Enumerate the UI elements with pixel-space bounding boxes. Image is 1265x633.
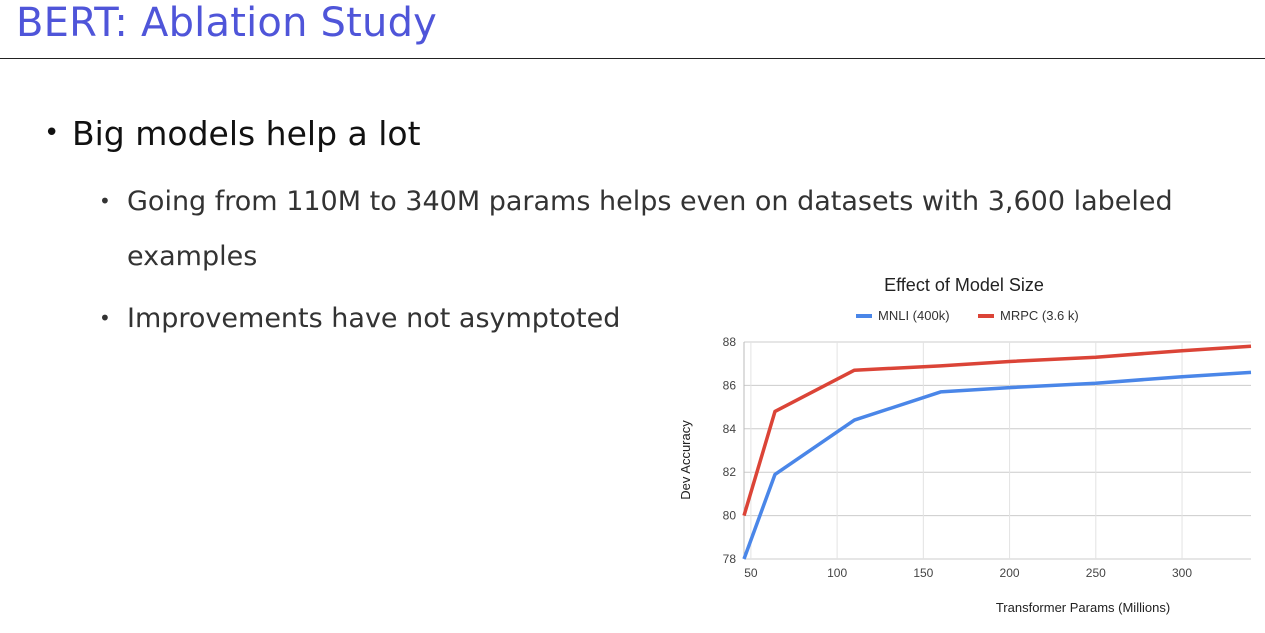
chart-title: Effect of Model Size xyxy=(884,275,1044,295)
slide-title: BERT: Ablation Study xyxy=(16,0,438,46)
sub-bullet-2-text: Improvements have not asymptoted xyxy=(127,303,621,334)
title-divider xyxy=(0,58,1265,59)
legend-label: MRPC (3.6 k) xyxy=(1000,308,1079,323)
main-bullet-text: Big models help a lot xyxy=(72,114,421,153)
chart-grid xyxy=(743,341,1251,560)
legend-label: MNLI (400k) xyxy=(878,308,950,323)
x-tick-label: 250 xyxy=(1086,566,1106,580)
model-size-chart: Effect of Model Size MNLI (400k) MRPC (3.… xyxy=(678,275,1252,615)
y-axis-label: Dev Accuracy xyxy=(678,420,693,500)
sub-bullet-1-text: Going from 110M to 340M params helps eve… xyxy=(127,186,1173,272)
sub-bullet-2: • Improvements have not asymptoted xyxy=(99,291,621,346)
y-tick-label: 84 xyxy=(723,422,737,436)
y-tick-label: 88 xyxy=(723,335,737,349)
x-tick-label: 150 xyxy=(913,566,933,580)
x-tick-label: 100 xyxy=(827,566,847,580)
x-tick-label: 200 xyxy=(1000,566,1020,580)
y-tick-label: 80 xyxy=(723,509,737,523)
bullet-dot: • xyxy=(99,189,111,213)
bullet-dot: • xyxy=(44,118,60,148)
chart-legend: MNLI (400k) MRPC (3.6 k) xyxy=(856,308,1079,323)
sub-bullet-1: • Going from 110M to 340M params helps e… xyxy=(99,174,1207,284)
x-tick-label: 50 xyxy=(744,566,758,580)
series-line-mrpc xyxy=(742,344,1252,517)
y-tick-label: 82 xyxy=(723,465,737,479)
series-line-mnli xyxy=(742,370,1252,560)
x-tick-label: 300 xyxy=(1172,566,1192,580)
chart-series xyxy=(742,344,1252,560)
bullet-dot: • xyxy=(99,306,111,330)
chart-ticks: 78 80 82 84 86 88 50 100 150 200 250 300 xyxy=(723,335,1193,580)
main-bullet: • Big models help a lot xyxy=(44,114,421,153)
y-tick-label: 86 xyxy=(723,378,737,392)
y-tick-label: 78 xyxy=(723,552,737,566)
x-axis-label: Transformer Params (Millions) xyxy=(996,600,1170,615)
